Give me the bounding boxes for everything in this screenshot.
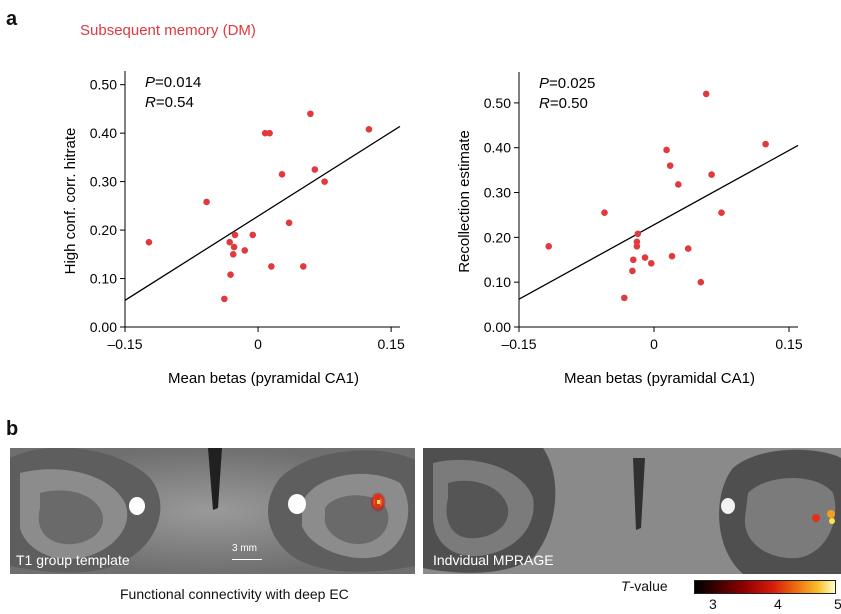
data-point (321, 178, 328, 185)
y-tick-label: 0.20 (90, 222, 117, 238)
x-tick-label: 0 (254, 336, 262, 352)
data-point (634, 230, 642, 238)
data-point (231, 231, 239, 239)
regression-line (518, 144, 799, 300)
data-point (630, 256, 637, 264)
x-tick-label: –0.15 (501, 336, 536, 352)
y-tick-label: 0.00 (90, 319, 117, 335)
colorbar-tick-5: 5 (834, 596, 841, 612)
data-point (229, 251, 237, 258)
y-tick-label: 0.30 (90, 174, 117, 190)
x-tick-label: 0.15 (378, 336, 405, 352)
y-tick-label: 0.10 (484, 274, 511, 290)
annotation-p-label: P (539, 75, 549, 92)
x-tick-label: 0 (650, 336, 658, 352)
colorbar-label-rest: -value (629, 578, 668, 594)
y-axis-label: Recollection estimate (456, 130, 473, 273)
colorbar (694, 580, 836, 594)
data-point (648, 260, 655, 267)
brain-slice-graphic (10, 448, 415, 574)
colorbar-tick-4: 4 (774, 596, 782, 612)
colorbar-tick-3: 3 (709, 596, 717, 612)
scale-bar-label: 3 mm (232, 543, 257, 554)
data-point (641, 254, 649, 261)
data-point (278, 171, 286, 178)
data-point (702, 90, 710, 98)
y-tick-label: 0.40 (484, 140, 511, 156)
x-axis-label: Mean betas (pyramidal CA1) (564, 370, 755, 387)
data-point (226, 238, 233, 246)
data-point (545, 243, 552, 250)
data-point (718, 209, 725, 217)
data-point (311, 166, 319, 173)
colorbar-label-italic: T (621, 578, 630, 594)
data-point (268, 263, 275, 270)
data-point (249, 231, 257, 239)
data-point (241, 247, 249, 254)
annotation-r-label: R (539, 95, 550, 112)
brain-image-group-template: T1 group template 3 mm (10, 448, 415, 574)
panel-a-title: Subsequent memory (DM) (80, 22, 256, 39)
annotation-p-text: =0.014 (155, 74, 201, 91)
data-point (227, 271, 234, 278)
annotation-p-value: P=0.014 (145, 74, 201, 91)
annotation-p-text: =0.025 (549, 75, 595, 92)
data-point (666, 162, 674, 169)
x-tick-label: –0.15 (107, 336, 142, 352)
annotation-r-label: R (145, 94, 156, 111)
x-tick-label: 0.15 (775, 336, 802, 352)
data-point (203, 198, 210, 206)
data-point (230, 243, 238, 251)
data-point (145, 238, 153, 246)
y-tick-label: 0.50 (484, 95, 511, 111)
data-point (629, 267, 636, 275)
annotation-r-text: =0.54 (156, 94, 194, 111)
regression-line (124, 125, 401, 301)
data-point (601, 209, 608, 217)
y-tick-label: 0.00 (484, 319, 511, 335)
annotation-r-text: =0.50 (550, 95, 588, 112)
data-point (633, 238, 641, 246)
data-point (762, 140, 769, 148)
y-tick-label: 0.40 (90, 125, 117, 141)
data-point (300, 263, 307, 270)
data-point (668, 252, 676, 260)
colorbar-label: T-value (621, 578, 668, 594)
y-tick-label: 0.10 (90, 271, 117, 287)
scatter-chart-recollection: 0.00 0.10 0.20 0.30 0.40 0.50 –0.15 0 0.15 Mean b… (456, 72, 803, 387)
image-label-t1-template: T1 group template (16, 552, 130, 568)
y-tick-label: 0.20 (484, 229, 511, 245)
y-tick-label: 0.50 (90, 77, 117, 93)
data-point (621, 294, 628, 302)
annotation-p-value: P=0.025 (539, 75, 595, 92)
data-point (266, 129, 273, 137)
data-point (307, 110, 314, 118)
scatter-chart-hitrate: 0.00 0.10 0.20 0.30 0.40 0.50 –0.15 0 0.15 Mean b… (62, 71, 405, 387)
image-label-individual-mprage: Indvidual MPRAGE (433, 552, 554, 568)
data-point (675, 181, 682, 188)
data-point (285, 219, 293, 227)
panel-b-caption: Functional connectivity with deep EC (120, 586, 349, 602)
panel-a-letter: a (6, 8, 18, 30)
data-point (221, 295, 228, 303)
data-point (365, 125, 373, 133)
brain-slice-graphic-mprage (423, 448, 841, 574)
annotation-p-label: P (145, 74, 155, 91)
data-point (708, 171, 715, 178)
annotation-r-value: R=0.54 (145, 94, 194, 111)
data-point (697, 278, 705, 286)
scale-bar (232, 559, 262, 560)
annotation-r-value: R=0.50 (539, 95, 588, 112)
data-point (663, 146, 670, 154)
panel-b-letter: b (6, 418, 19, 440)
x-axis-label: Mean betas (pyramidal CA1) (168, 370, 359, 387)
y-axis-label: High conf. corr. hitrate (62, 128, 79, 275)
brain-image-individual-mprage: Indvidual MPRAGE (423, 448, 841, 574)
data-point (684, 245, 692, 252)
y-tick-label: 0.30 (484, 185, 511, 201)
